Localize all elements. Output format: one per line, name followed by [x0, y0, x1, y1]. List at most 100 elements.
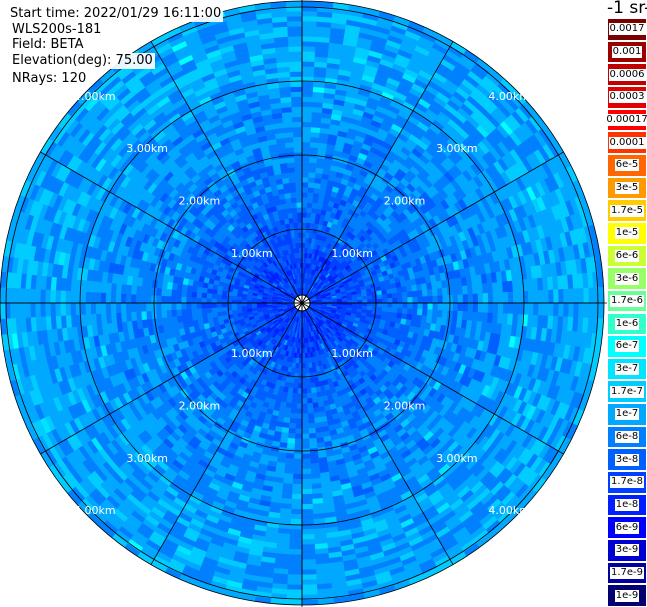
ppi-cell	[486, 282, 494, 294]
ppi-cell	[301, 363, 306, 369]
ppi-cell	[507, 291, 514, 304]
ppi-cell	[451, 286, 459, 296]
ppi-cell	[392, 297, 398, 304]
ppi-cell	[301, 478, 312, 485]
ppi-cell	[301, 20, 317, 27]
ppi-cell	[291, 488, 303, 495]
ppi-cell	[497, 302, 504, 314]
ppi-cell	[301, 111, 313, 118]
ppi-cell	[301, 207, 308, 213]
ppi-cell	[391, 287, 398, 294]
ppi-cell	[402, 297, 408, 304]
ppi-cell	[285, 402, 292, 409]
ppi-cell	[301, 101, 313, 108]
ppi-cell	[492, 282, 499, 294]
ppi-cell	[476, 283, 484, 294]
ppi-cell	[301, 473, 312, 480]
ppi-cell	[306, 202, 313, 209]
ppi-cell	[457, 302, 464, 312]
ppi-cell	[301, 197, 308, 203]
ppi-cell	[311, 482, 322, 490]
ppi-cell	[467, 302, 474, 313]
ppi-cell	[304, 357, 309, 364]
ppi-cell	[301, 493, 313, 500]
ppi-cell	[396, 307, 403, 314]
ppi-cell	[301, 126, 312, 133]
ppi-cell	[427, 295, 434, 304]
ppi-cell	[502, 291, 509, 304]
ppi-cell	[301, 503, 314, 510]
ppi-cell	[517, 302, 524, 315]
ppi-cell	[301, 488, 313, 495]
ppi-cell	[292, 478, 303, 485]
ppi-cell	[533, 290, 539, 304]
ppi-cell	[301, 176, 309, 183]
ppi-cell	[301, 86, 314, 93]
ppi-cell	[477, 302, 484, 313]
ppi-cell	[290, 503, 303, 510]
ppi-cell	[306, 392, 313, 399]
ppi-cell	[301, 539, 315, 545]
ppi-cell	[295, 423, 303, 430]
ppi-cell	[288, 554, 303, 560]
ppi-cell	[578, 288, 585, 304]
ppi-cell	[356, 296, 363, 301]
ppi-cell	[310, 126, 321, 134]
ppi-cell	[397, 302, 403, 309]
ppi-cell	[306, 207, 313, 214]
ppi-cell	[502, 281, 509, 293]
ppi-cell	[284, 462, 294, 470]
ppi-cell	[553, 289, 559, 304]
ppi-cell	[382, 302, 388, 308]
ppi-cell	[301, 544, 316, 550]
ppi-cell	[301, 508, 314, 515]
ppi-cell	[371, 294, 378, 300]
ppi-cell	[471, 284, 479, 295]
ppi-cell	[416, 308, 423, 316]
ppi-cell	[292, 468, 303, 475]
ppi-cell	[301, 212, 307, 218]
ppi-cell	[558, 289, 564, 304]
ppi-cell	[301, 61, 315, 67]
ppi-cell	[548, 302, 554, 317]
ppi-cell	[301, 202, 308, 208]
ppi-cell	[301, 10, 318, 17]
ppi-cell	[301, 131, 312, 138]
ppi-cell	[289, 528, 303, 535]
ppi-cell	[301, 569, 317, 576]
ppi-cell	[292, 387, 298, 394]
ppi-cell	[301, 418, 309, 425]
ppi-cell	[387, 298, 393, 304]
ppi-cell	[412, 296, 418, 304]
ppi-cell	[311, 477, 322, 485]
ppi-cell	[308, 167, 317, 174]
ppi-cell	[466, 284, 474, 295]
ppi-cell	[290, 402, 297, 409]
ppi-cell	[284, 457, 295, 465]
ppi-cell	[437, 295, 444, 304]
ppi-cell	[298, 363, 303, 369]
ppi-cell	[382, 298, 388, 304]
ppi-cell	[293, 377, 299, 384]
ppi-cell	[376, 306, 383, 312]
ppi-cell	[367, 299, 373, 304]
ppi-cell	[289, 539, 303, 545]
ppi-cell	[426, 309, 433, 317]
ppi-cell	[301, 373, 307, 379]
ppi-cell	[487, 292, 494, 304]
ppi-cell	[573, 302, 580, 318]
ppi-cell	[538, 290, 544, 304]
ppi-cell	[301, 232, 306, 238]
ppi-cell	[281, 493, 293, 500]
ppi-cell	[481, 283, 489, 294]
ppi-cell	[310, 462, 320, 470]
ppi-cell	[301, 91, 314, 98]
ppi-cell	[301, 589, 318, 596]
ppi-cell	[311, 392, 318, 399]
ppi-cell	[357, 302, 363, 307]
ppi-cell	[287, 564, 303, 570]
ppi-cell	[286, 442, 295, 449]
ppi-cell	[287, 569, 303, 576]
ppi-cell	[296, 403, 303, 409]
ppi-cell	[310, 382, 316, 389]
